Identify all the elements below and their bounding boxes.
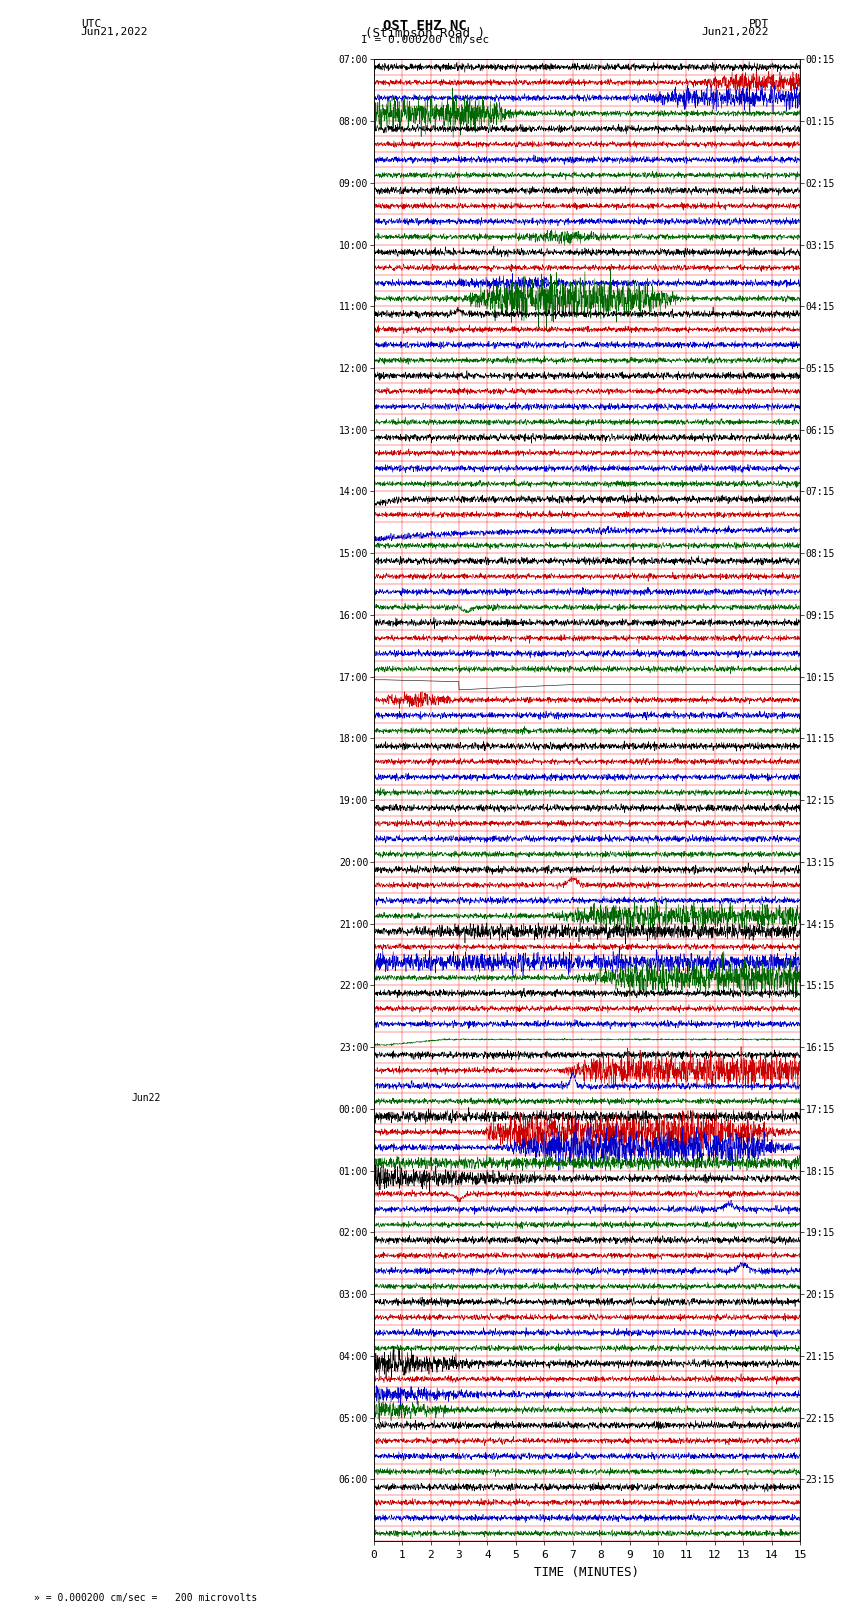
Text: OST EHZ NC: OST EHZ NC [383,18,467,32]
X-axis label: TIME (MINUTES): TIME (MINUTES) [535,1566,639,1579]
Text: PDT: PDT [749,18,769,29]
Text: I = 0.000200 cm/sec: I = 0.000200 cm/sec [361,35,489,45]
Text: » = 0.000200 cm/sec =   200 microvolts: » = 0.000200 cm/sec = 200 microvolts [34,1594,258,1603]
Text: UTC: UTC [81,18,101,29]
Text: (Stimpson Road ): (Stimpson Road ) [365,26,485,40]
Text: Jun21,2022: Jun21,2022 [81,26,148,37]
Text: Jun21,2022: Jun21,2022 [702,26,769,37]
Text: Jun22: Jun22 [131,1094,161,1103]
